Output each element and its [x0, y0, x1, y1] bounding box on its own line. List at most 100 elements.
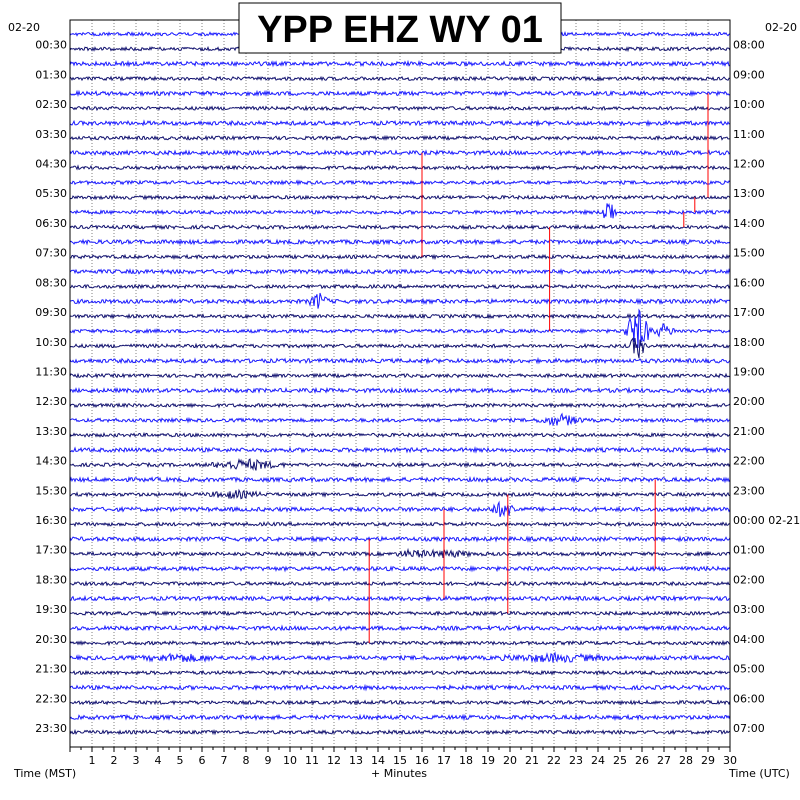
left-time-label: 17:30	[35, 544, 67, 557]
right-time-label: 22:00	[733, 455, 765, 468]
x-tick-label: 4	[155, 754, 162, 767]
left-time-label: 18:30	[35, 573, 67, 586]
seismic-trace	[69, 386, 731, 395]
right-time-label: 06:00	[733, 692, 765, 705]
right-time-label: 21:00	[733, 425, 765, 438]
seismic-trace	[69, 669, 731, 676]
right-time-label: 17:00	[733, 306, 765, 319]
seismic-trace	[69, 134, 731, 142]
seismic-trace	[69, 402, 731, 409]
seismic-trace	[69, 610, 731, 617]
x-tick-label: 11	[305, 754, 319, 767]
right-time-labels: 08:00 09:00 10:00 11:00 12:00 13:00 14:00 15:00…	[733, 39, 800, 735]
seismic-trace	[69, 372, 731, 379]
seismic-trace	[69, 457, 731, 471]
left-time-label: 09:30	[35, 306, 67, 319]
seismic-trace	[69, 639, 731, 647]
right-time-label: 08:00	[733, 39, 765, 52]
left-time-label: 05:30	[35, 187, 67, 200]
x-tick-label: 24	[591, 754, 605, 767]
left-time-labels: 00:30 01:30 02:30 03:30 04:30 05:30 06:30 07:30…	[35, 39, 67, 735]
title-box	[238, 2, 562, 54]
right-time-label: 00:00 02-21	[733, 514, 800, 527]
x-tick-label: 9	[265, 754, 272, 767]
seismic-trace	[69, 292, 731, 309]
seismic-trace	[69, 268, 731, 276]
left-time-label: 20:30	[35, 633, 67, 646]
right-time-label: 05:00	[733, 663, 765, 676]
right-axis-label: Time (UTC)	[728, 767, 790, 780]
minute-grid	[91, 20, 709, 747]
left-time-label: 16:30	[35, 514, 67, 527]
x-tick-label: 19	[481, 754, 495, 767]
left-time-label: 03:30	[35, 128, 67, 141]
x-tick-label: 5	[177, 754, 184, 767]
seismic-trace	[69, 431, 731, 439]
seismic-trace	[69, 194, 731, 201]
x-tick-label: 3	[133, 754, 140, 767]
left-time-label: 13:30	[35, 425, 67, 438]
seismic-trace	[69, 283, 731, 290]
seismic-trace	[69, 594, 731, 603]
left-axis-label: Time (MST)	[13, 767, 76, 780]
seismic-trace	[69, 308, 731, 349]
left-time-label: 22:30	[35, 692, 67, 705]
x-tick-label: 29	[701, 754, 715, 767]
left-time-label: 21:30	[35, 663, 67, 676]
x-tick-label: 6	[199, 754, 206, 767]
seismic-trace	[69, 202, 731, 219]
left-time-label: 06:30	[35, 217, 67, 230]
x-axis-ticks: 1 2 3 4 5 6 7 8 9 10 11 12 13 14 15 16 17 18 19 20 21 22 23 24 2…	[69, 747, 737, 767]
seismic-trace	[69, 253, 731, 261]
seismic-trace	[69, 547, 731, 559]
seismic-trace	[69, 238, 731, 246]
x-tick-label: 18	[459, 754, 473, 767]
seismic-trace	[69, 89, 731, 98]
seismic-trace	[69, 488, 731, 500]
x-tick-label: 21	[525, 754, 539, 767]
left-time-label: 12:30	[35, 395, 67, 408]
right-time-label: 18:00	[733, 336, 765, 349]
left-time-label: 07:30	[35, 247, 67, 260]
seismic-trace	[69, 179, 731, 186]
left-time-label: 19:30	[35, 603, 67, 616]
seismic-trace	[69, 119, 731, 127]
x-tick-label: 23	[569, 754, 583, 767]
left-time-label: 04:30	[35, 158, 67, 171]
x-tick-label: 10	[283, 754, 297, 767]
seismic-trace	[69, 164, 731, 171]
x-tick-label: 12	[327, 754, 341, 767]
x-tick-label: 27	[657, 754, 671, 767]
right-time-label: 14:00	[733, 217, 765, 230]
x-tick-label: 2	[111, 754, 118, 767]
left-date-label: 02-20	[8, 21, 40, 34]
seismic-trace	[69, 149, 731, 157]
right-time-label: 10:00	[733, 98, 765, 111]
seismic-trace	[69, 535, 731, 543]
x-tick-label: 25	[613, 754, 627, 767]
x-tick-label: 1	[89, 754, 96, 767]
x-tick-label: 8	[243, 754, 250, 767]
left-time-label: 02:30	[35, 98, 67, 111]
seismic-trace	[69, 651, 731, 664]
seismic-trace	[69, 699, 731, 706]
right-time-label: 09:00	[733, 68, 765, 81]
seismic-trace	[69, 412, 731, 427]
x-tick-label: 22	[547, 754, 561, 767]
left-time-label: 23:30	[35, 722, 67, 735]
seismic-trace	[69, 105, 731, 112]
x-tick-label: 17	[437, 754, 451, 767]
right-time-label: 15:00	[733, 247, 765, 260]
right-time-label: 03:00	[733, 603, 765, 616]
x-tick-label: 15	[393, 754, 407, 767]
x-tick-label: 20	[503, 754, 517, 767]
x-tick-label: 16	[415, 754, 429, 767]
right-time-label: 12:00	[733, 158, 765, 171]
left-time-label: 10:30	[35, 336, 67, 349]
right-date-label: 02-20	[765, 21, 797, 34]
right-time-label: 07:00	[733, 722, 765, 735]
right-time-label: 01:00	[733, 544, 765, 557]
seismic-trace	[69, 683, 731, 692]
right-time-label: 20:00	[733, 395, 765, 408]
